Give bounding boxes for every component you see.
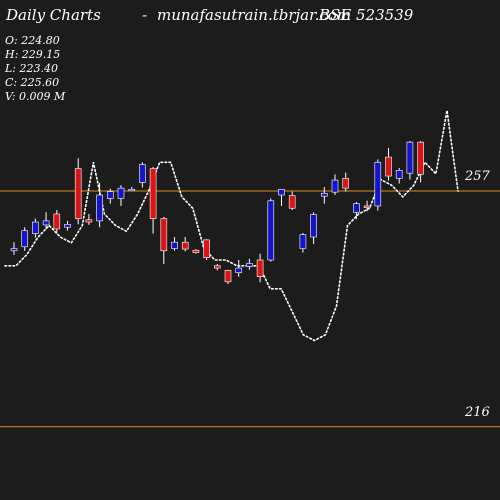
candle-down <box>214 265 221 269</box>
candle-up <box>107 191 114 199</box>
chart-title: Daily Charts <box>6 6 101 24</box>
candle-down <box>149 168 157 219</box>
volume-value: V: 0.009 M <box>5 90 66 103</box>
candle-down <box>160 218 168 252</box>
candle-down <box>417 141 424 175</box>
candle-up <box>64 224 71 228</box>
candle-up <box>21 230 29 248</box>
close-value: C: 225.60 <box>5 76 60 89</box>
candle-up <box>395 170 403 179</box>
site-name: munafasutrain.tbrjar.com <box>157 6 352 24</box>
candle-up <box>32 221 39 234</box>
candle-up <box>353 203 360 213</box>
symbol-label: BSE 523539 <box>319 6 414 24</box>
candle-up <box>96 194 103 222</box>
candle-up <box>310 214 317 238</box>
candle-up <box>267 200 275 261</box>
upper-level-label: 257 <box>465 169 490 184</box>
candle-down <box>342 178 350 189</box>
candlestick-series <box>10 140 424 285</box>
candle-up <box>117 187 125 199</box>
candle-down <box>181 241 189 250</box>
candle-up <box>331 179 339 193</box>
candle-down <box>85 219 93 223</box>
low-value: L: 223.40 <box>5 62 58 75</box>
candle-up <box>406 141 414 174</box>
candle-down <box>385 156 392 177</box>
lower-level-label: 216 <box>465 404 490 420</box>
candle-up <box>128 188 135 192</box>
candle-up <box>42 220 50 226</box>
candle-down <box>288 195 296 209</box>
candle-down <box>53 213 61 230</box>
candle-up <box>278 188 285 196</box>
candle-up <box>374 161 382 207</box>
candle-up <box>171 241 178 249</box>
candle-up <box>139 164 146 183</box>
candle-down <box>363 205 371 208</box>
title-separator: - <box>142 6 148 24</box>
candle-down <box>203 239 210 259</box>
open-value: O: 224.80 <box>5 34 60 47</box>
dotted-trend-line <box>4 110 459 342</box>
candle-up <box>10 248 18 252</box>
ohlc-readout: O: 224.80 H: 229.15 L: 223.40 C: 225.60 … <box>5 34 65 104</box>
high-value: H: 229.15 <box>5 48 61 61</box>
candle-down <box>224 270 232 283</box>
candle-down <box>74 168 82 219</box>
candle-down <box>192 249 200 253</box>
candle-up <box>246 263 253 267</box>
candle-up <box>299 234 307 249</box>
candle-up <box>235 267 242 273</box>
candle-down <box>256 259 264 277</box>
candle-up <box>320 193 328 197</box>
